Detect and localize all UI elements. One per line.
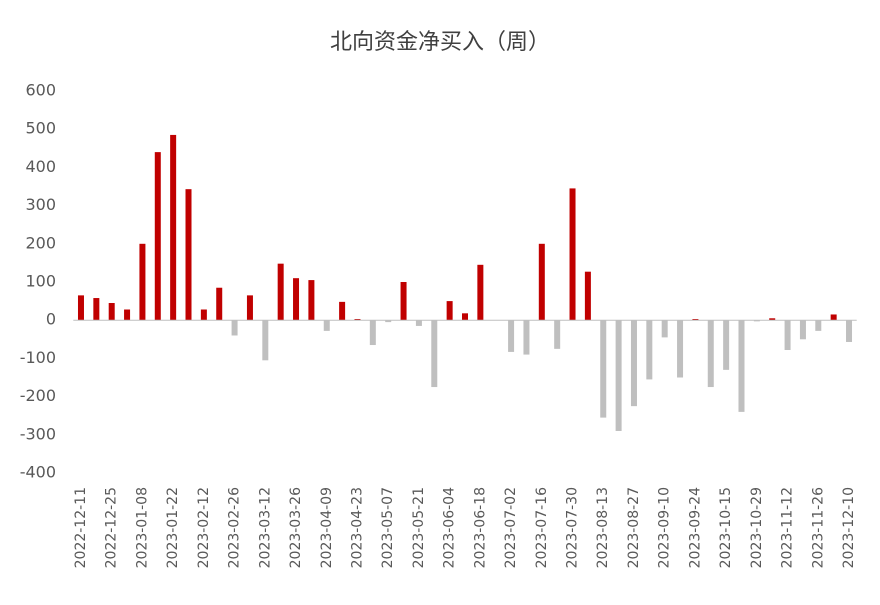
bar	[661, 320, 668, 338]
x-tick-label: 2023-07-30	[565, 487, 581, 568]
bar	[446, 301, 453, 321]
y-tick-label: -300	[20, 424, 56, 443]
x-tick-label: 2023-11-12	[780, 487, 796, 568]
x-tick-label: 2023-07-02	[503, 487, 519, 568]
x-tick-label: 2023-01-08	[134, 487, 150, 568]
x-tick-label: 2023-11-26	[810, 487, 826, 568]
y-tick-label: -400	[20, 463, 56, 482]
bar	[569, 188, 576, 321]
bar	[600, 320, 607, 418]
x-tick-label: 2023-01-22	[165, 487, 181, 568]
bar	[431, 320, 438, 388]
bar	[646, 320, 653, 380]
x-tick-label: 2023-03-12	[257, 487, 273, 568]
bar	[769, 318, 776, 321]
bar	[139, 243, 146, 321]
bar	[354, 319, 361, 321]
x-tick-label: 2022-12-25	[104, 487, 120, 568]
bar	[707, 320, 714, 388]
bar	[538, 243, 545, 321]
y-tick-label: 400	[25, 157, 56, 176]
x-tick-label: 2023-10-29	[749, 487, 765, 568]
y-tick-label: 200	[25, 233, 56, 252]
bar	[692, 319, 699, 321]
bar	[815, 320, 822, 331]
bar	[753, 320, 760, 322]
bar	[677, 320, 684, 378]
y-tick-label: -100	[20, 348, 56, 367]
bar	[154, 152, 161, 321]
y-tick-label: -200	[20, 386, 56, 405]
bar	[784, 320, 791, 350]
x-tick-label: 2023-09-10	[657, 487, 673, 568]
x-tick-label: 2023-12-10	[841, 487, 857, 568]
bar	[216, 287, 223, 321]
bar	[400, 282, 407, 321]
bar	[277, 263, 284, 321]
x-tick-label: 2023-10-15	[718, 487, 734, 568]
bar	[799, 320, 806, 340]
y-tick-label: 100	[25, 272, 56, 291]
x-tick-label: 2023-02-12	[196, 487, 212, 568]
x-tick-label: 2023-05-07	[380, 487, 396, 568]
x-tick-label: 2023-06-18	[472, 487, 488, 568]
bar	[738, 320, 745, 412]
x-tick-label: 2023-05-21	[411, 487, 427, 568]
x-tick-label: 2023-09-24	[687, 487, 703, 568]
bar	[830, 314, 837, 321]
bar	[846, 320, 853, 342]
bar	[523, 320, 530, 355]
bar	[554, 320, 561, 349]
bar	[231, 320, 238, 336]
bar	[308, 280, 315, 321]
x-tick-label: 2023-08-13	[595, 487, 611, 568]
bar	[323, 320, 330, 331]
bar	[185, 189, 192, 321]
bar	[246, 295, 253, 321]
x-tick-label: 2023-06-04	[442, 487, 458, 568]
bar	[508, 320, 515, 352]
x-tick-label: 2023-02-26	[227, 487, 243, 568]
chart-title: 北向资金净买入（周）	[330, 30, 550, 55]
x-tick-label: 2023-04-23	[349, 487, 365, 568]
x-tick-label: 2023-04-09	[319, 487, 335, 568]
bar	[615, 320, 622, 431]
bar	[385, 320, 392, 323]
x-tick-label: 2022-12-11	[73, 487, 89, 568]
bar	[93, 298, 100, 321]
bar	[584, 271, 591, 321]
bar	[339, 301, 346, 321]
bar	[477, 264, 484, 321]
bar	[200, 309, 207, 321]
bar	[170, 134, 177, 321]
x-tick-label: 2023-08-27	[626, 487, 642, 568]
bar	[723, 320, 730, 370]
y-tick-label: 300	[25, 195, 56, 214]
bar	[415, 320, 422, 326]
bar	[630, 320, 637, 407]
y-tick-label: 600	[25, 81, 56, 100]
bar	[293, 278, 300, 321]
x-tick-label: 2023-03-26	[288, 487, 304, 568]
bar	[124, 309, 131, 321]
bar	[77, 295, 84, 321]
y-tick-label: 500	[25, 119, 56, 138]
bar	[462, 313, 468, 321]
y-tick-label: 0	[46, 310, 56, 329]
x-tick-label: 2023-07-16	[534, 487, 550, 568]
bar	[108, 303, 115, 321]
bar	[369, 320, 376, 346]
bar	[262, 320, 269, 361]
